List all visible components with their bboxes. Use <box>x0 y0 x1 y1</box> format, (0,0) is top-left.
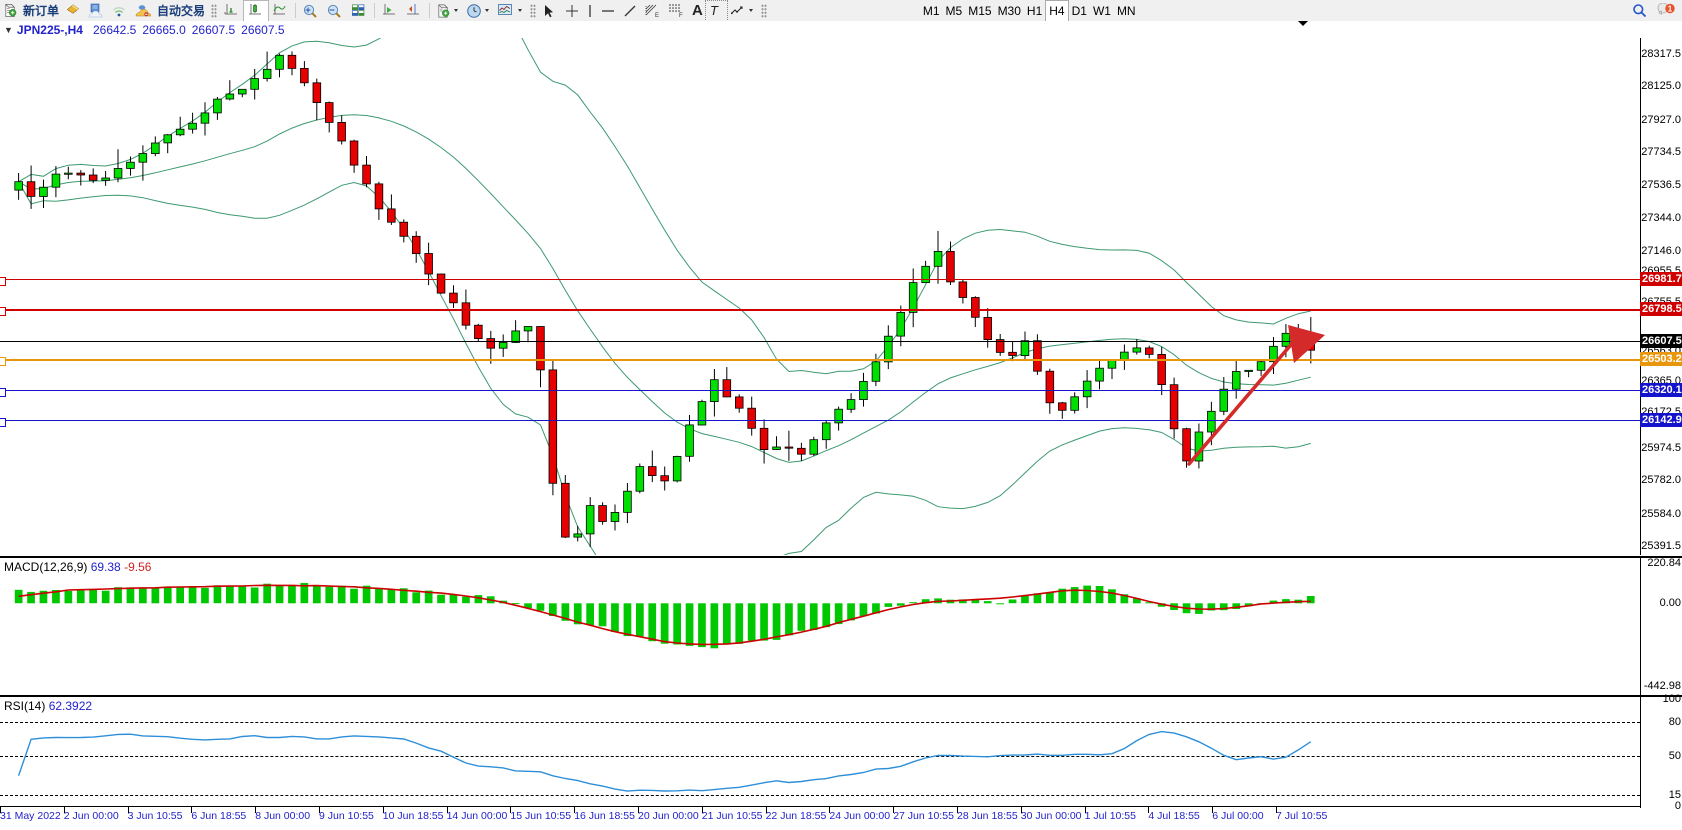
svg-text:T: T <box>710 3 719 18</box>
svg-text:1: 1 <box>1668 4 1673 13</box>
svg-text:E: E <box>655 13 659 19</box>
svg-text:F: F <box>679 13 683 19</box>
